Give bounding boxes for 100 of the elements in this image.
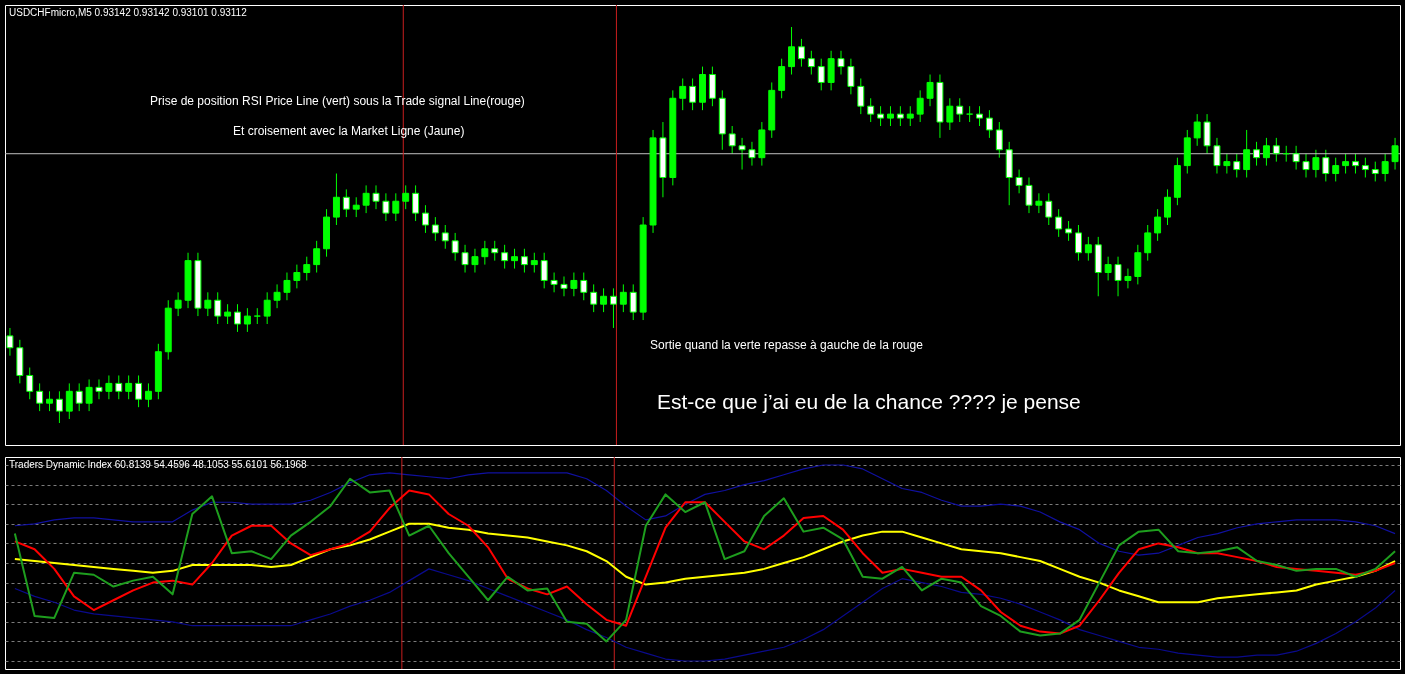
candlestick — [412, 184, 420, 222]
candlestick — [867, 97, 875, 123]
candlestick — [738, 137, 746, 171]
candlestick — [402, 184, 410, 210]
candlestick — [1055, 208, 1063, 238]
candlestick — [1035, 192, 1043, 214]
candlestick — [1164, 188, 1171, 226]
candlestick — [976, 105, 983, 127]
candlestick — [995, 121, 1003, 159]
candlestick — [560, 275, 568, 297]
candlestick — [1322, 149, 1330, 182]
candlestick — [85, 378, 93, 412]
candlestick — [1312, 149, 1320, 178]
candlestick — [501, 244, 509, 270]
candlestick — [263, 291, 271, 325]
candlestick — [224, 303, 232, 325]
candlestick — [461, 244, 469, 274]
candlestick — [877, 105, 885, 127]
candlestick — [708, 66, 716, 107]
candlestick — [896, 105, 904, 127]
candlestick — [1084, 236, 1092, 262]
candlestick — [629, 283, 637, 321]
candlestick — [619, 283, 627, 313]
candlestick — [1193, 113, 1201, 147]
candlestick — [1154, 208, 1162, 242]
candlestick — [372, 184, 380, 210]
candlestick — [847, 58, 855, 95]
candlestick — [422, 204, 429, 234]
candlestick — [1025, 176, 1033, 214]
candlestick — [1352, 153, 1359, 175]
candlestick — [817, 58, 825, 91]
candlestick — [1292, 145, 1300, 171]
candlestick — [273, 283, 281, 309]
candlestick — [1332, 157, 1340, 182]
candlestick — [1381, 153, 1389, 182]
candlestick — [471, 248, 479, 274]
candlestick — [807, 50, 815, 76]
candlestick — [65, 382, 73, 420]
candlestick — [135, 374, 143, 408]
candlestick — [243, 307, 251, 333]
chart-title: USDCHFmicro,M5 0.93142 0.93142 0.93101 0.93112 — [9, 7, 248, 18]
candlestick — [144, 382, 152, 408]
candlestick — [906, 105, 914, 127]
candlestick — [1114, 256, 1122, 297]
candlestick — [728, 125, 736, 155]
candlestick — [520, 248, 528, 274]
candlestick — [1272, 137, 1280, 163]
candlestick — [451, 232, 459, 262]
candlestick — [431, 216, 439, 242]
candlestick — [1342, 153, 1350, 175]
candlestick — [1065, 220, 1073, 242]
candlestick — [95, 378, 103, 400]
candlestick — [926, 74, 934, 107]
candlestick — [827, 50, 835, 91]
candlestick — [1302, 153, 1310, 178]
candlestick — [214, 291, 222, 325]
candlestick — [511, 248, 518, 270]
candlestick — [352, 196, 360, 218]
candlestick — [313, 240, 321, 274]
candlestick — [36, 382, 44, 412]
candlestick — [887, 105, 894, 127]
candlestick — [1262, 137, 1270, 167]
candlestick — [1134, 244, 1142, 285]
candlestick — [609, 287, 617, 329]
candlestick — [1144, 224, 1152, 262]
candlestick — [956, 97, 964, 123]
candlestick — [1243, 129, 1251, 178]
candlestick — [1233, 153, 1241, 178]
candlestick — [204, 291, 212, 317]
candlestick — [1074, 224, 1082, 262]
candlestick — [985, 109, 993, 139]
chart-title: Traders Dynamic Index 60.8139 54.4596 48.1053 55.6101 56.1968 — [9, 459, 308, 470]
annotation: Est-ce que j’ai eu de la chance ???? je pense — [657, 390, 1081, 413]
candlestick — [788, 26, 796, 76]
candlestick — [293, 264, 301, 289]
annotation: Sortie quand la verte repasse à gauche de la rouge — [650, 338, 924, 352]
candlestick — [1124, 268, 1132, 289]
candlestick — [1045, 192, 1053, 226]
candlestick — [55, 390, 63, 424]
candlestick — [362, 184, 370, 214]
candlestick — [797, 38, 805, 68]
candlestick — [689, 77, 697, 111]
candlestick — [75, 382, 83, 412]
candlestick — [600, 287, 608, 313]
candlestick — [837, 50, 845, 76]
candlestick — [1203, 113, 1211, 155]
candlestick — [303, 256, 311, 281]
candlestick — [679, 77, 687, 111]
candlestick — [105, 374, 113, 400]
candlestick — [1253, 141, 1261, 167]
candlestick — [332, 173, 340, 226]
candlestick — [115, 374, 123, 400]
candlestick — [590, 283, 598, 313]
candlestick — [392, 192, 400, 222]
candlestick — [441, 224, 449, 250]
candlestick — [540, 252, 548, 289]
candlestick — [778, 58, 786, 99]
candlestick — [1015, 169, 1023, 194]
candlestick — [283, 272, 291, 301]
candlestick — [382, 192, 390, 222]
